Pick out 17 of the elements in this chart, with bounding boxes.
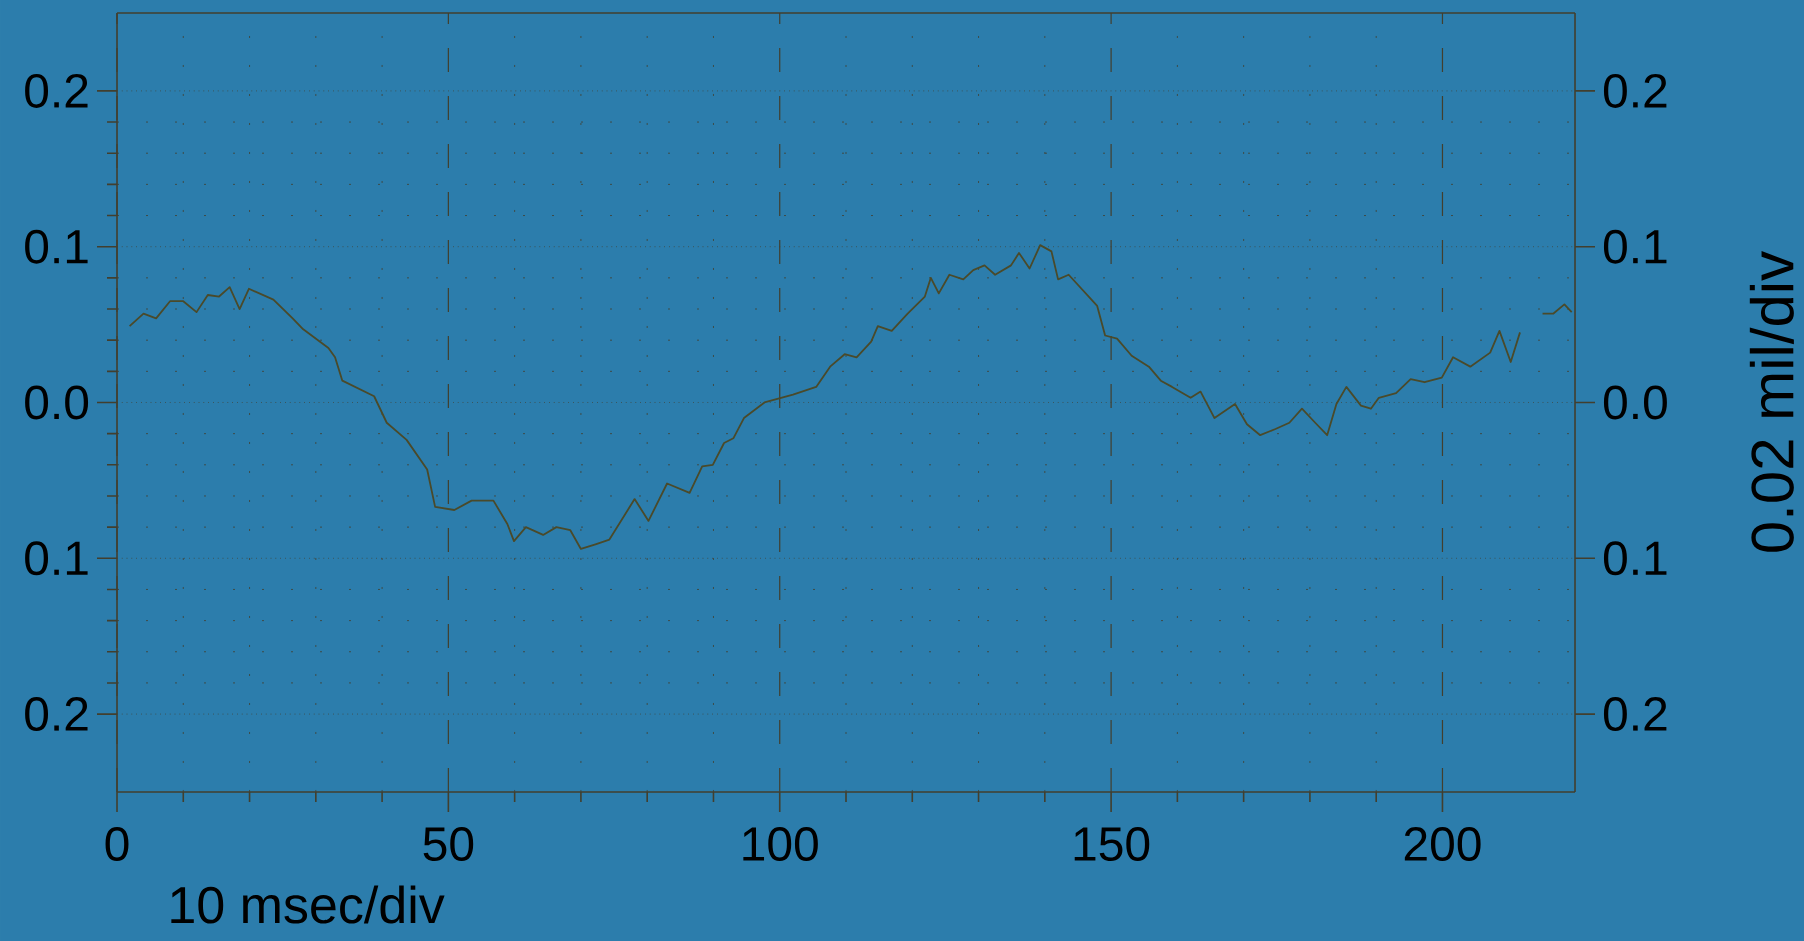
text: 10 msec/div [171,885,445,924]
x-tick-label: 50 [423,827,474,862]
y-tick-label: 0.1 [25,541,88,576]
y2-tick-label: 0.2 [1603,697,1667,732]
x-tick-label: 200 [1404,827,1481,862]
y2-axis-title: 0.02 mil/div [1749,251,1794,552]
y-tick-label: 0.2 [25,73,88,108]
y-tick-label: 0.0 [25,385,89,420]
y-tick-label: 0.2 [25,697,88,732]
y2-tick-label: 0.1 [1603,541,1667,576]
y2-tick-label: 0.1 [1603,229,1667,264]
x-tick-label: 0 [105,827,129,862]
x-tick-label: 150 [1074,827,1150,862]
y-tick-label: 0.1 [25,229,88,264]
y2-tick-label: 0.2 [1603,73,1667,108]
x-tick-label: 100 [743,827,818,862]
y2-tick-label: 0.0 [1603,385,1667,420]
